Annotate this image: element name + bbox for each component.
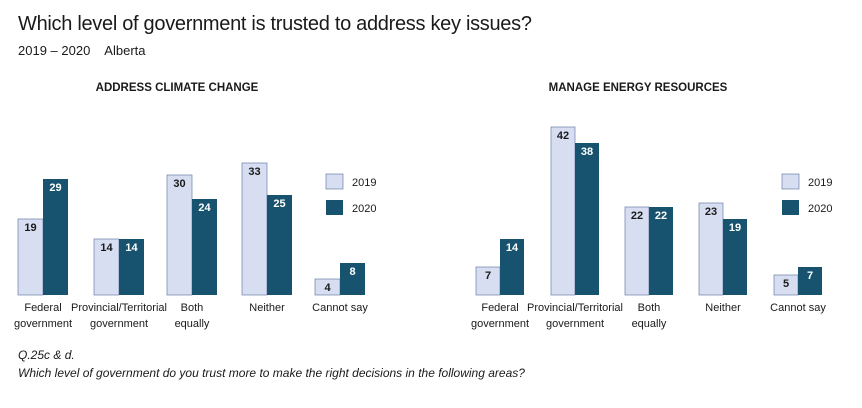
bar-2020 xyxy=(43,179,68,295)
data-label-2019: 4 xyxy=(324,282,331,294)
category-label: Cannot say xyxy=(312,302,368,314)
data-label-2019: 23 xyxy=(705,206,717,218)
chart-1: ADDRESS CLIMATE CHANGE 19 29 Federal governm… xyxy=(14,82,377,330)
legend-label-2019: 2019 xyxy=(808,177,832,189)
category-label: government xyxy=(14,318,72,330)
data-label-2020: 14 xyxy=(125,242,138,254)
data-label-2019: 5 xyxy=(783,278,789,290)
data-label-2019: 14 xyxy=(100,242,113,254)
data-label-2020: 38 xyxy=(581,146,593,158)
data-label-2019: 19 xyxy=(24,222,36,234)
category-label: government xyxy=(90,318,148,330)
category-label: Both xyxy=(638,302,661,314)
bar-2019 xyxy=(550,126,576,296)
data-label-2020: 7 xyxy=(807,270,813,282)
bar-2020 xyxy=(119,239,144,295)
data-label-2020: 24 xyxy=(198,202,211,214)
category-label: Provincial/Territorial xyxy=(71,302,167,314)
footnote-question-number: Q.25c & d. xyxy=(18,348,75,362)
data-label-2020: 8 xyxy=(349,266,355,278)
data-label-2019: 30 xyxy=(173,178,185,190)
chart-title: ADDRESS CLIMATE CHANGE xyxy=(96,82,259,94)
category-label: Provincial/Territorial xyxy=(527,302,623,314)
legend-swatch-2020 xyxy=(326,200,343,215)
bar-2020 xyxy=(723,219,747,295)
category-label: Neither xyxy=(705,302,741,314)
category-label: Federal xyxy=(24,302,61,314)
data-label-2019: 42 xyxy=(557,130,569,142)
legend-swatch-2020 xyxy=(782,200,799,215)
category-label: government xyxy=(471,318,529,330)
footnote-question-text: Which level of government do you trust m… xyxy=(18,366,525,380)
category-label: Federal xyxy=(481,302,518,314)
chart-2: MANAGE ENERGY RESOURCES 7 14 Federal governm… xyxy=(471,82,833,330)
bar-2020 xyxy=(575,143,599,295)
bar-2019 xyxy=(241,162,268,296)
subtitle-years: 2019 – 2020 xyxy=(18,43,91,58)
page-title: Which level of government is trusted to … xyxy=(18,13,532,35)
chart-title: MANAGE ENERGY RESOURCES xyxy=(549,82,728,94)
data-label-2020: 19 xyxy=(729,222,741,234)
legend-label-2020: 2020 xyxy=(352,203,376,215)
bar-2020 xyxy=(649,207,673,295)
legend-label-2019: 2019 xyxy=(352,177,376,189)
bar-2019 xyxy=(166,174,193,296)
bar-2019 xyxy=(475,266,501,296)
data-label-2019: 33 xyxy=(248,166,260,178)
category-label: Neither xyxy=(249,302,285,314)
bar-2020 xyxy=(340,263,365,295)
bar-2019 xyxy=(698,202,724,296)
legend-label-2020: 2020 xyxy=(808,203,832,215)
data-label-2020: 22 xyxy=(655,210,667,222)
category-label: equally xyxy=(175,318,210,330)
data-label-2020: 14 xyxy=(506,242,519,254)
bar-2020 xyxy=(192,199,217,295)
data-label-2019: 7 xyxy=(485,270,491,282)
category-label: Both xyxy=(181,302,204,314)
bar-2019 xyxy=(17,218,44,296)
page-subtitle: 2019 – 2020 Alberta xyxy=(18,43,146,58)
data-label-2020: 29 xyxy=(49,182,61,194)
subtitle-region: Alberta xyxy=(104,43,146,58)
legend-swatch-2019 xyxy=(325,173,344,190)
bar-2020 xyxy=(267,195,292,295)
legend-swatch-2019 xyxy=(781,173,800,190)
data-label-2019: 22 xyxy=(631,210,643,222)
bar-2019 xyxy=(93,238,120,296)
data-label-2020: 25 xyxy=(273,198,285,210)
bar-2020 xyxy=(798,267,822,295)
bar-2020 xyxy=(500,239,524,295)
category-label: government xyxy=(546,318,604,330)
category-label: Cannot say xyxy=(770,302,826,314)
category-label: equally xyxy=(632,318,667,330)
